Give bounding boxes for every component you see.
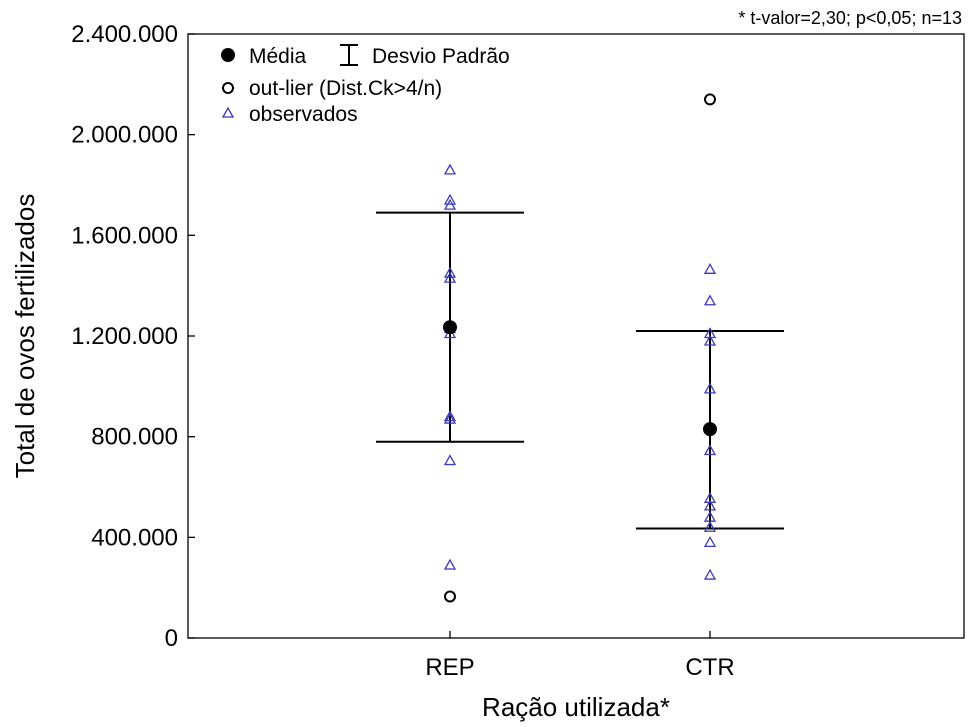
observed-point xyxy=(443,271,457,283)
observed-point xyxy=(703,334,717,346)
y-tick-label: 0 xyxy=(165,625,178,652)
y-tick-label: 800.000 xyxy=(91,424,178,451)
y-tick-label: 1.200.000 xyxy=(71,323,178,350)
observed-point xyxy=(703,294,717,306)
observed-point xyxy=(443,410,457,422)
observed-point xyxy=(703,262,717,274)
observed-point xyxy=(443,163,457,175)
x-axis: REP CTR xyxy=(425,631,735,681)
legend-outlier-label: out-lier (Dist.Ck>4/n) xyxy=(249,77,442,100)
legend-sd-marker xyxy=(340,44,358,66)
observed-point xyxy=(703,520,717,532)
y-tick-label: 2.400.000 xyxy=(71,21,178,48)
observed-point xyxy=(443,198,457,210)
observed-point xyxy=(443,558,457,570)
observed-point xyxy=(703,568,717,580)
mean-point xyxy=(703,422,717,437)
y-tick-label: 1.600.000 xyxy=(71,222,178,249)
observed-point xyxy=(443,454,457,466)
legend-sd-label: Desvio Padrão xyxy=(372,45,510,68)
y-tick-label: 400.000 xyxy=(91,524,178,551)
observed-point xyxy=(703,536,717,548)
observed-point xyxy=(443,266,457,278)
observed-point xyxy=(703,444,717,456)
observed-point xyxy=(443,412,457,424)
legend: Média Desvio Padrão out-lier (Dist.Ck>4/… xyxy=(221,44,510,126)
observed-point xyxy=(443,193,457,205)
legend-outlier-marker xyxy=(222,82,234,94)
observed-point xyxy=(703,499,717,511)
legend-observed-label: observados xyxy=(249,103,358,126)
outlier-point xyxy=(444,590,456,603)
observed-point xyxy=(703,491,717,503)
legend-mean-label: Média xyxy=(249,45,307,68)
stats-annotation: * t-valor=2,30; p<0,05; n=13 xyxy=(738,8,962,28)
y-axis-title: Total de ovos fertilizados xyxy=(10,194,40,479)
mean-point xyxy=(443,320,457,335)
y-axis: 0 400.000 800.000 1.200.000 1.600.000 2.000.0… xyxy=(71,21,195,652)
chart-marks xyxy=(376,93,784,603)
legend-observed-marker xyxy=(221,106,235,118)
legend-mean-marker xyxy=(221,48,235,62)
x-tick-label: CTR xyxy=(685,654,734,681)
y-tick-label: 2.000.000 xyxy=(71,122,178,149)
observed-point xyxy=(703,382,717,394)
x-tick-label: REP xyxy=(425,654,474,681)
observed-point xyxy=(703,327,717,339)
x-axis-title: Ração utilizada* xyxy=(482,692,670,722)
outlier-point xyxy=(704,93,716,106)
